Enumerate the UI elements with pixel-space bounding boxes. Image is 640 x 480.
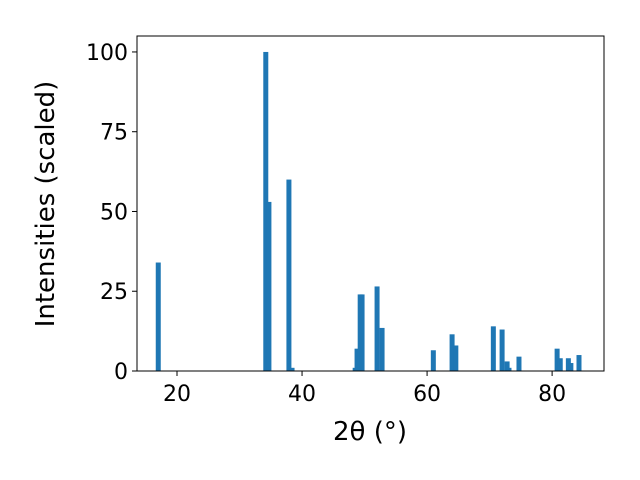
bar (263, 51, 269, 371)
bar (565, 358, 571, 371)
bar (266, 201, 272, 371)
bar (554, 348, 560, 371)
bar (354, 348, 360, 371)
plot-frame (136, 35, 605, 372)
bar (490, 326, 496, 371)
x-tick-label: 40 (288, 382, 316, 407)
bar (430, 350, 436, 371)
bar (379, 327, 385, 371)
bar (504, 361, 510, 371)
bar (289, 367, 295, 371)
x-axis-label: 2θ (°) (333, 417, 407, 447)
bar (449, 334, 455, 371)
bar (359, 294, 365, 371)
bar (557, 358, 563, 371)
y-tick-label: 50 (100, 200, 128, 225)
bar (516, 356, 522, 371)
y-tick-label: 25 (100, 280, 128, 305)
y-tick-label: 100 (86, 41, 128, 66)
bar (155, 262, 161, 371)
bar (506, 367, 512, 371)
x-tick-label: 80 (538, 382, 566, 407)
y-tick-label: 75 (100, 121, 128, 146)
x-tick-label: 60 (413, 382, 441, 407)
bar (453, 345, 459, 371)
x-tick-label: 20 (163, 382, 191, 407)
bar (374, 286, 380, 371)
y-axis-label: Intensities (scaled) (31, 81, 61, 328)
y-tick-label: 0 (114, 360, 128, 385)
bar (568, 363, 574, 371)
bar (286, 179, 292, 371)
bar (499, 329, 505, 371)
bar (576, 355, 582, 371)
